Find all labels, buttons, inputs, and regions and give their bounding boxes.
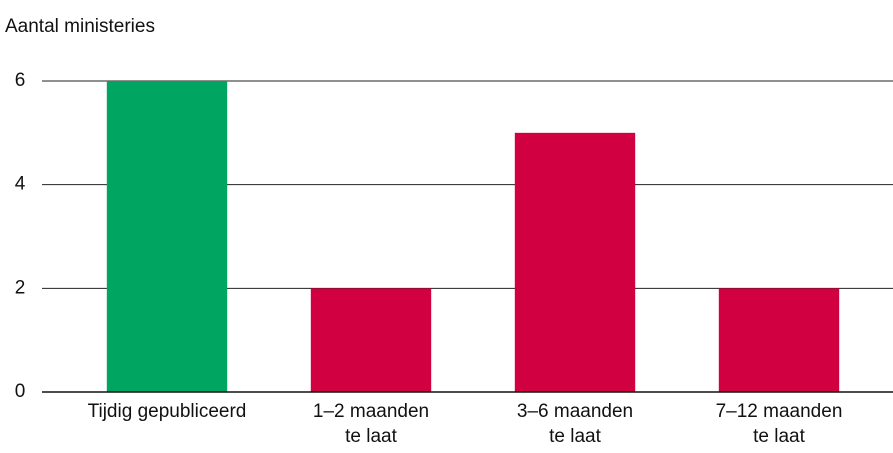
bar [514,132,636,393]
x-tick-label-line: Tijdig gepubliceerd [88,401,247,422]
y-tick-label: 2 [15,277,26,298]
y-tick-label: 4 [15,174,26,195]
x-tick-label-line: te laat [549,426,601,447]
y-tick-label: 0 [15,381,26,402]
x-tick-label: 1–2 maanden te laat [313,401,429,447]
x-tick-label: 7–12 maanden te laat [716,401,843,447]
x-tick-label: 3–6 maanden te laat [517,401,633,447]
x-tick-label: Tijdig gepubliceerd [88,401,247,422]
y-axis-label: Aantal ministeries [5,16,155,37]
bar [106,81,228,392]
x-tick-label-line: 7–12 maanden [716,401,843,422]
x-tick-label-line: te laat [753,426,805,447]
x-tick-label-line: 1–2 maanden [313,401,429,422]
bar [718,288,840,392]
y-tick-label: 6 [15,70,26,91]
x-tick-label-line: te laat [345,426,397,447]
bar [310,288,432,392]
x-tick-label-line: 3–6 maanden [517,401,633,422]
